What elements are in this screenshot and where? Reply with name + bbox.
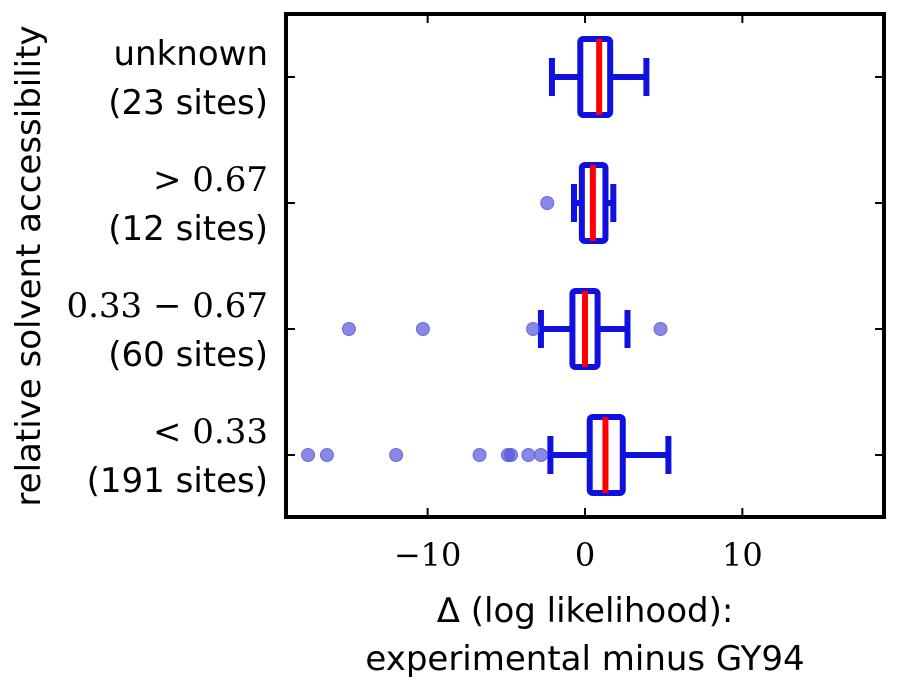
y-category-label: < 0.33 — [153, 412, 268, 452]
x-tick-labels: −10 0 10 — [394, 536, 763, 574]
x-tick-label: 10 — [722, 536, 763, 574]
x-tick-label: 0 — [575, 536, 595, 574]
y-category-labels: unknown (23 sites) > 0.67 (12 sites) 0.33 − … — [66, 34, 268, 501]
box-group — [548, 36, 650, 118]
y-category-label: unknown — [114, 34, 269, 74]
box-group — [341, 288, 668, 370]
y-category-count: (191 sites) — [87, 461, 268, 501]
x-tick-label: −10 — [394, 536, 462, 574]
outlier-point — [540, 196, 555, 210]
x-axis-label-line1: Δ (log likelihood): — [437, 591, 734, 631]
outlier-point — [389, 448, 404, 462]
axis-ticks — [286, 14, 884, 517]
outlier-point — [504, 448, 519, 462]
box-group — [540, 162, 617, 244]
y-category-label: > 0.67 — [153, 160, 268, 200]
outlier-point — [341, 322, 356, 336]
y-category-label: 0.33 − 0.67 — [66, 286, 268, 326]
outlier-point — [521, 448, 536, 462]
outlier-point — [301, 448, 316, 462]
outlier-point — [415, 322, 430, 336]
y-category-count: (23 sites) — [108, 83, 268, 123]
x-axis-label-line2: experimental minus GY94 — [365, 639, 804, 679]
outlier-point — [653, 322, 668, 336]
outlier-point — [319, 448, 334, 462]
outlier-point — [472, 448, 487, 462]
box-group — [301, 414, 672, 496]
y-category-count: (60 sites) — [108, 335, 268, 375]
y-category-count: (12 sites) — [108, 209, 268, 249]
y-axis-label: relative solvent accessibility — [9, 25, 49, 506]
outlier-point — [526, 322, 541, 336]
box-marks — [301, 36, 672, 496]
iqr-box — [577, 36, 614, 118]
outlier-point — [533, 448, 548, 462]
